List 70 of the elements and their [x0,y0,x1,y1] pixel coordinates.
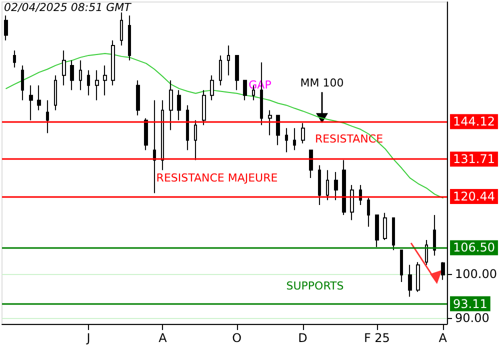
candlestick [29,84,33,121]
candlestick [227,44,230,76]
x-tick-label: F 25 [364,331,390,345]
x-tick-label: J [86,331,90,345]
candlestick [79,60,82,91]
ref-line-label: 106.50 [453,240,495,255]
candlestick [235,54,239,91]
candlestick [70,60,74,91]
candlestick [309,150,313,178]
ref-line-label: 93.11 [453,296,488,311]
candlestick [111,40,115,86]
candlestick [128,14,131,61]
candlestick [367,197,370,228]
ref-line-label: 144.12 [453,114,495,129]
annotation: RESISTANCE MAJEURE [156,172,278,185]
candlestick [21,64,24,101]
y-tick-label: 90.00 [455,310,490,325]
x-tick-label: O [232,331,242,345]
candlestick [120,12,123,46]
candlestick [276,114,280,146]
candlestick [219,54,222,86]
candlestick [318,164,321,206]
candlestick [383,212,387,240]
candlestick [37,84,41,111]
x-tick-label: A [438,331,448,345]
candlestick [210,74,214,101]
x-tick-label: A [158,331,168,345]
candlestick [392,217,395,251]
candlestick [326,170,329,201]
candlestick [301,122,305,144]
candlestick [400,250,403,282]
candlestick [161,100,164,171]
candlestick [350,184,354,221]
candlestick [433,214,436,256]
candlestick [243,80,247,101]
line-series [6,52,444,198]
candlestick [169,80,173,131]
candlestick [359,184,362,206]
ref-line-label: 120.44 [453,189,495,204]
candlestick [293,128,296,151]
annotation: 02/04/2025 08:51 GMT [4,1,132,14]
candlestick [285,128,288,153]
candlestick [144,118,148,151]
candlestick [103,64,107,96]
candlestick [95,70,99,101]
annotation: MM 100 [300,76,344,90]
candlestick [4,14,8,41]
candlestick [194,120,197,161]
candlestick [186,104,189,151]
y-tick-label: 100.00 [455,267,497,281]
x-tick-label: D [298,331,308,345]
annotation: SUPPORTS [286,279,344,292]
candlestick [46,100,49,134]
candlestick [375,214,379,248]
candlestick [62,50,66,86]
candlestick [177,90,181,121]
candlestick [136,80,140,116]
candlestick [202,90,206,126]
candlestick [87,70,90,96]
candlestick [268,110,272,136]
candlestick [416,262,420,292]
candlestick [425,239,428,266]
ref-line-label: 131.71 [453,152,495,166]
candlestick [334,172,338,201]
candlestick [342,160,346,216]
candlestick [13,50,16,68]
candlestick [153,100,156,194]
candlestick [408,264,412,298]
candlestick [54,74,57,111]
candlestick [441,262,445,280]
